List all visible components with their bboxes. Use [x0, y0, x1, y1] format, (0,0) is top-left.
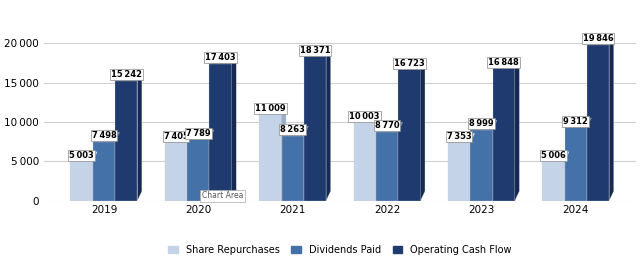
- Text: 7 789: 7 789: [186, 129, 211, 138]
- Text: 16 723: 16 723: [394, 59, 425, 68]
- Text: 8 999: 8 999: [469, 120, 493, 129]
- Text: 8 263: 8 263: [280, 125, 305, 134]
- Polygon shape: [398, 60, 425, 69]
- Polygon shape: [70, 161, 93, 201]
- Polygon shape: [70, 152, 97, 161]
- Polygon shape: [209, 64, 232, 201]
- Polygon shape: [259, 114, 282, 201]
- Polygon shape: [493, 120, 497, 201]
- Polygon shape: [470, 120, 497, 130]
- Text: 11 009: 11 009: [255, 104, 285, 113]
- Polygon shape: [353, 112, 380, 122]
- Polygon shape: [493, 68, 515, 201]
- Polygon shape: [470, 133, 475, 201]
- Polygon shape: [282, 136, 304, 201]
- Polygon shape: [448, 133, 475, 143]
- Text: 7 498: 7 498: [92, 131, 116, 140]
- Polygon shape: [304, 56, 326, 201]
- Polygon shape: [115, 81, 138, 201]
- Polygon shape: [376, 122, 403, 132]
- Text: 8 770: 8 770: [375, 121, 399, 130]
- Polygon shape: [326, 47, 331, 201]
- Polygon shape: [282, 105, 286, 201]
- Polygon shape: [470, 130, 493, 201]
- Polygon shape: [304, 126, 308, 201]
- Polygon shape: [115, 132, 120, 201]
- Polygon shape: [165, 133, 191, 142]
- Polygon shape: [93, 152, 97, 201]
- Polygon shape: [93, 132, 120, 142]
- Text: Chart Area: Chart Area: [202, 191, 243, 200]
- Polygon shape: [187, 130, 214, 139]
- Polygon shape: [587, 35, 614, 45]
- Polygon shape: [493, 59, 519, 68]
- Polygon shape: [259, 105, 286, 114]
- Polygon shape: [187, 139, 209, 201]
- Polygon shape: [587, 118, 591, 201]
- Text: 7 353: 7 353: [447, 133, 472, 142]
- Polygon shape: [564, 128, 587, 201]
- Polygon shape: [376, 132, 398, 201]
- Text: 17 403: 17 403: [205, 53, 236, 63]
- Polygon shape: [515, 59, 519, 201]
- Polygon shape: [587, 45, 609, 201]
- Polygon shape: [448, 143, 470, 201]
- Polygon shape: [304, 47, 331, 56]
- Polygon shape: [353, 122, 376, 201]
- Legend: Share Repurchases, Dividends Paid, Operating Cash Flow: Share Repurchases, Dividends Paid, Opera…: [164, 241, 515, 259]
- Text: 9 312: 9 312: [563, 117, 588, 126]
- Polygon shape: [115, 71, 142, 81]
- Polygon shape: [542, 152, 569, 161]
- Polygon shape: [165, 142, 187, 201]
- Polygon shape: [376, 112, 380, 201]
- Polygon shape: [564, 152, 569, 201]
- Polygon shape: [282, 126, 308, 136]
- Text: 10 003: 10 003: [349, 112, 380, 121]
- Polygon shape: [398, 69, 420, 201]
- Text: 5 006: 5 006: [541, 151, 566, 160]
- Polygon shape: [209, 130, 214, 201]
- Text: 18 371: 18 371: [300, 46, 330, 55]
- Polygon shape: [564, 118, 591, 128]
- Text: 5 003: 5 003: [69, 151, 94, 160]
- Polygon shape: [232, 54, 236, 201]
- Text: 16 848: 16 848: [488, 58, 519, 67]
- Polygon shape: [542, 161, 564, 201]
- Polygon shape: [187, 133, 191, 201]
- Polygon shape: [398, 122, 403, 201]
- Text: 19 846: 19 846: [582, 34, 614, 43]
- Polygon shape: [420, 60, 425, 201]
- Polygon shape: [93, 142, 115, 201]
- Text: 7 405: 7 405: [164, 132, 188, 141]
- Polygon shape: [609, 35, 614, 201]
- Polygon shape: [138, 71, 142, 201]
- Polygon shape: [209, 54, 236, 64]
- Text: 15 242: 15 242: [111, 70, 141, 79]
